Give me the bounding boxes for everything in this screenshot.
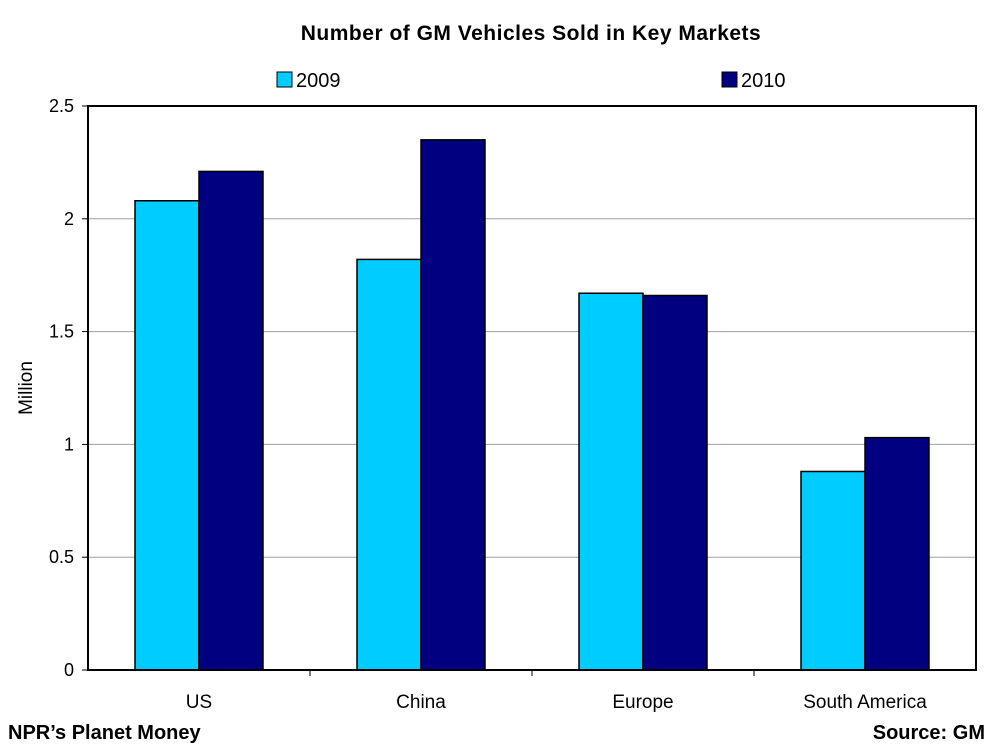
bar-china-2010 (420, 139, 486, 671)
y-tick-label: 2.5 (49, 96, 74, 116)
bar-europe-2009 (578, 292, 644, 671)
chart-title: Number of GM Vehicles Sold in Key Market… (301, 22, 761, 45)
y-axis-title: Million (16, 361, 37, 415)
x-axis-ticks: US China Europe South America (186, 670, 927, 713)
y-axis-ticks: 0 0.5 1 1.5 2 2.5 (49, 96, 88, 680)
footer-credit: NPR’s Planet Money (8, 722, 202, 744)
bar-china-2009 (356, 258, 422, 671)
x-category-label: China (396, 692, 446, 713)
y-tick-label: 1 (64, 434, 74, 454)
bar-europe-2010 (642, 294, 708, 671)
legend-label-2010: 2010 (741, 70, 786, 92)
legend: 2009 2010 (276, 70, 786, 92)
legend-label-2009: 2009 (296, 70, 341, 92)
bar-south-america-2009 (800, 470, 866, 671)
bar-south-america-2010 (864, 436, 930, 671)
legend-swatch-2010 (721, 71, 738, 88)
x-category-label: US (186, 692, 212, 713)
footer-source: Source: GM (873, 722, 985, 744)
y-tick-label: 0.5 (49, 547, 74, 567)
bar-us-2010 (198, 170, 264, 671)
y-tick-label: 1.5 (49, 322, 74, 342)
y-tick-label: 0 (64, 660, 74, 680)
y-tick-label: 2 (64, 209, 74, 229)
bar-us-2009 (134, 200, 200, 671)
x-category-label: South America (803, 692, 927, 713)
legend-swatch-2009 (276, 71, 293, 88)
x-category-label: Europe (612, 692, 673, 713)
bars (134, 139, 930, 671)
